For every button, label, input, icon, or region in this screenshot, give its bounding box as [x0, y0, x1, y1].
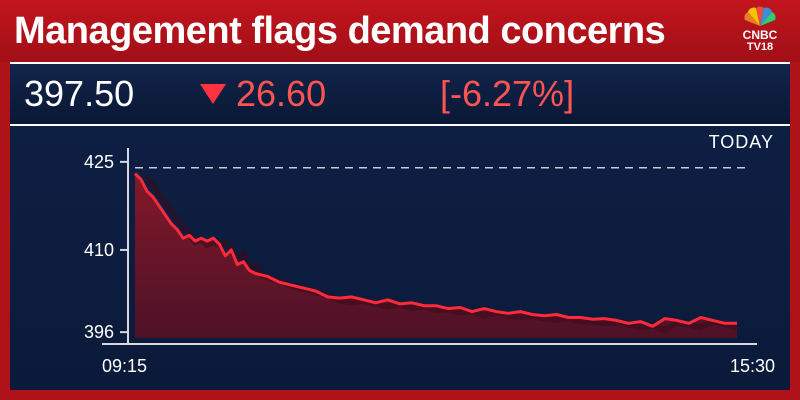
y-tick-label: 396	[84, 322, 114, 342]
down-triangle-icon	[200, 84, 226, 104]
quote-bar: 397.50 26.60 [-6.27%]	[10, 62, 790, 126]
logo-line2: TV18	[746, 41, 774, 53]
x-start-label: 09:15	[102, 356, 147, 376]
chart-panel: TODAY 425 410 396 09:15 15:30	[10, 126, 790, 390]
price-change: 26.60	[236, 73, 327, 114]
peacock-icon	[744, 6, 776, 26]
period-label: TODAY	[708, 132, 774, 152]
price-chart: 425 410 396 09:15 15:30	[84, 148, 775, 376]
price-area	[135, 173, 737, 338]
headline: Management flags demand concerns	[14, 10, 666, 52]
logo-line1: CNBC	[742, 28, 778, 42]
y-tick-label: 425	[84, 152, 114, 172]
price-line	[133, 172, 737, 328]
price-shadow-line	[144, 175, 738, 334]
last-price: 397.50	[24, 73, 135, 114]
x-end-label: 15:30	[730, 356, 775, 376]
channel-logo: CNBC TV18	[728, 6, 792, 58]
y-tick-label: 410	[84, 240, 114, 260]
title-bar: Management flags demand concerns CNBC TV…	[0, 0, 800, 62]
price-change-percent: [-6.27%]	[440, 73, 575, 114]
